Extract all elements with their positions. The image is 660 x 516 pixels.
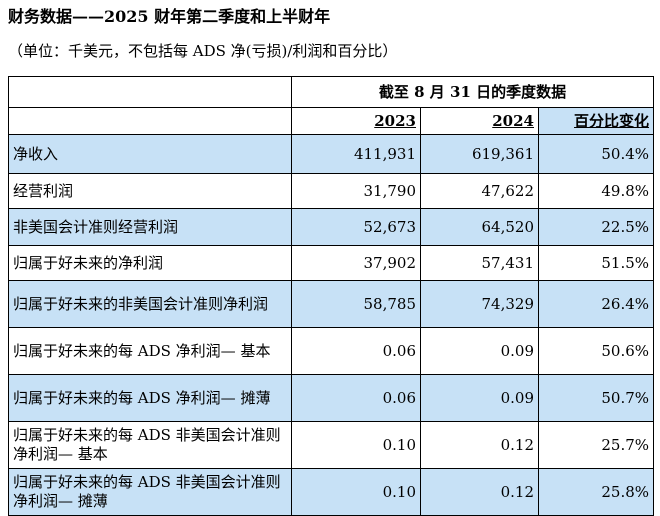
table-row: 归属于好未来的每 ADS 非美国会计准则净利润— 基本 0.10 0.12 25… — [8, 421, 655, 469]
value-change: 50.4% — [537, 134, 655, 174]
value-change: 25.7% — [537, 421, 655, 469]
value-2023: 411,931 — [291, 134, 421, 174]
value-2023: 0.06 — [291, 327, 421, 375]
value-2024: 64,520 — [420, 208, 539, 246]
value-2023: 58,785 — [291, 280, 421, 328]
value-2024: 57,431 — [420, 245, 539, 281]
value-2024: 0.12 — [420, 468, 539, 516]
value-2024: 0.09 — [420, 327, 539, 375]
value-change: 49.8% — [537, 173, 655, 209]
value-change: 50.6% — [537, 327, 655, 375]
units-note: （单位：千美元，不包括每 ADS 净(亏损)/利润和百分比） — [8, 42, 398, 60]
header-empty-cell — [8, 76, 292, 108]
value-change: 25.8% — [537, 468, 655, 516]
row-label: 归属于好未来的每 ADS 非美国会计准则净利润— 摊薄 — [8, 468, 292, 516]
value-change: 22.5% — [537, 208, 655, 246]
value-2024: 47,622 — [420, 173, 539, 209]
value-2024: 0.12 — [420, 421, 539, 469]
row-label: 归属于好未来的非美国会计准则净利润 — [8, 280, 292, 328]
column-header-2023: 2023 — [291, 107, 421, 135]
value-2023: 0.10 — [291, 468, 421, 516]
row-label: 净收入 — [8, 134, 292, 174]
page-title: 财务数据——2025 财年第二季度和上半财年 — [8, 7, 331, 26]
value-2023: 31,790 — [291, 173, 421, 209]
table-row: 非美国会计准则经营利润 52,673 64,520 22.5% — [8, 208, 655, 246]
value-change: 50.7% — [537, 374, 655, 422]
period-header: 截至 8 月 31 日的季度数据 — [290, 76, 655, 108]
table-row: 归属于好未来的每 ADS 净利润— 基本 0.06 0.09 50.6% — [8, 327, 655, 375]
table-row: 归属于好未来的每 ADS 净利润— 摊薄 0.06 0.09 50.7% — [8, 374, 655, 422]
column-header-2024: 2024 — [420, 107, 539, 135]
table-row: 经营利润 31,790 47,622 49.8% — [8, 173, 655, 209]
table-header-period-row: 截至 8 月 31 日的季度数据 — [8, 76, 655, 108]
row-label: 归属于好未来的每 ADS 净利润— 基本 — [8, 327, 292, 375]
table-row: 归属于好未来的每 ADS 非美国会计准则净利润— 摊薄 0.10 0.12 25… — [8, 468, 655, 516]
row-label: 归属于好未来的净利润 — [8, 245, 292, 281]
header-empty-cell — [8, 107, 292, 135]
row-label: 归属于好未来的每 ADS 非美国会计准则净利润— 基本 — [8, 421, 292, 469]
value-change: 51.5% — [537, 245, 655, 281]
value-2024: 619,361 — [420, 134, 539, 174]
value-2023: 0.10 — [291, 421, 421, 469]
value-2023: 37,902 — [291, 245, 421, 281]
value-2024: 0.09 — [420, 374, 539, 422]
value-change: 26.4% — [537, 280, 655, 328]
table-row: 归属于好未来的净利润 37,902 57,431 51.5% — [8, 245, 655, 281]
value-2023: 0.06 — [291, 374, 421, 422]
value-2023: 52,673 — [291, 208, 421, 246]
value-2024: 74,329 — [420, 280, 539, 328]
row-label: 经营利润 — [8, 173, 292, 209]
table-row: 归属于好未来的非美国会计准则净利润 58,785 74,329 26.4% — [8, 280, 655, 328]
table-header-columns-row: 2023 2024 百分比变化 — [8, 107, 655, 135]
table-row: 净收入 411,931 619,361 50.4% — [8, 134, 655, 174]
column-header-change: 百分比变化 — [537, 107, 655, 135]
row-label: 归属于好未来的每 ADS 净利润— 摊薄 — [8, 374, 292, 422]
financial-data-table: 截至 8 月 31 日的季度数据 2023 2024 百分比变化 净收入 411… — [8, 76, 655, 516]
row-label: 非美国会计准则经营利润 — [8, 208, 292, 246]
